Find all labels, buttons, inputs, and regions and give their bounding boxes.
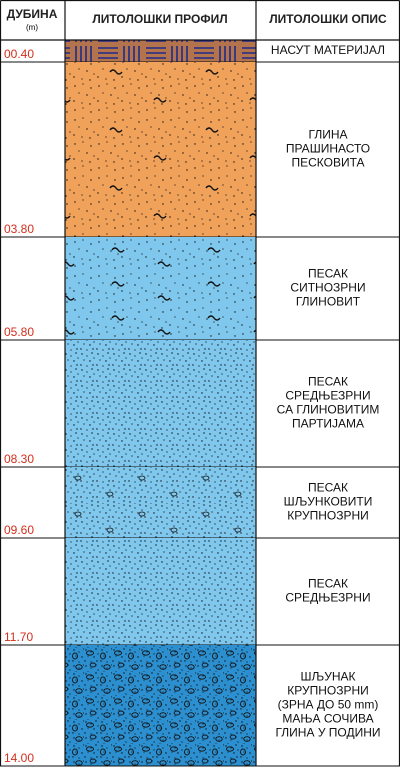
profile-header: ЛИТОЛОШКИ ПРОФИЛ (92, 12, 227, 26)
description-line: (ЗРНА ДО 50 mm) (278, 698, 379, 712)
depth-label: 14.00 (4, 751, 34, 765)
depth-unit: (m) (26, 23, 38, 32)
description-line: ПЕСКОВИТА (291, 156, 364, 170)
depth-label: 08.30 (4, 452, 34, 466)
description-line: МАЊА СОЧИВА (282, 712, 373, 726)
layer-profile (65, 237, 256, 340)
description-line: ГЛИНА У ПОДИНИ (275, 726, 380, 740)
layer-profile (65, 62, 256, 237)
layer-profile (65, 40, 256, 62)
layer-profile (65, 340, 256, 467)
depth-label: 05.80 (4, 325, 34, 339)
description-line: КРУПНОЗРНИ (287, 509, 369, 523)
description-line: НАСУТ МАТЕРИЈАЛ (271, 43, 385, 57)
depth-header: ДУБИНА (7, 7, 58, 21)
description-line: ШЉУНКОВИТИ (284, 495, 373, 509)
depth-label: 00.40 (4, 47, 34, 61)
description-line: ПРАШИНАСТО (286, 142, 370, 156)
description-line: СРЕДЊЕЗРНИ (285, 389, 370, 403)
layer-profile (65, 538, 256, 645)
description-line: СИТНОЗРНИ (290, 281, 365, 295)
description-line: ПАРТИЈАМА (292, 417, 364, 431)
description-line: ГЛИНОВИТ (296, 295, 361, 309)
description-line: КРУПНОЗРНИ (287, 684, 369, 698)
description-line: ПЕСАК (308, 577, 348, 591)
description-line: СРЕДЊЕЗРНИ (285, 591, 370, 605)
description-line: ПЕСАК (308, 267, 348, 281)
description-line: ГЛИНА (309, 128, 348, 142)
description-line: СА ГЛИНОВИТИМ (277, 403, 380, 417)
depth-label: 03.80 (4, 222, 34, 236)
layer-profile (65, 467, 256, 538)
depth-label: 11.70 (4, 630, 33, 644)
description-header: ЛИТОЛОШКИ ОПИС (269, 12, 387, 26)
depth-label: 09.60 (4, 523, 34, 537)
description-line: ШЉУНАК (301, 670, 356, 684)
layer-profile (65, 645, 256, 766)
description-line: ПЕСАК (308, 375, 348, 389)
description-line: ПЕСАК (308, 481, 348, 495)
